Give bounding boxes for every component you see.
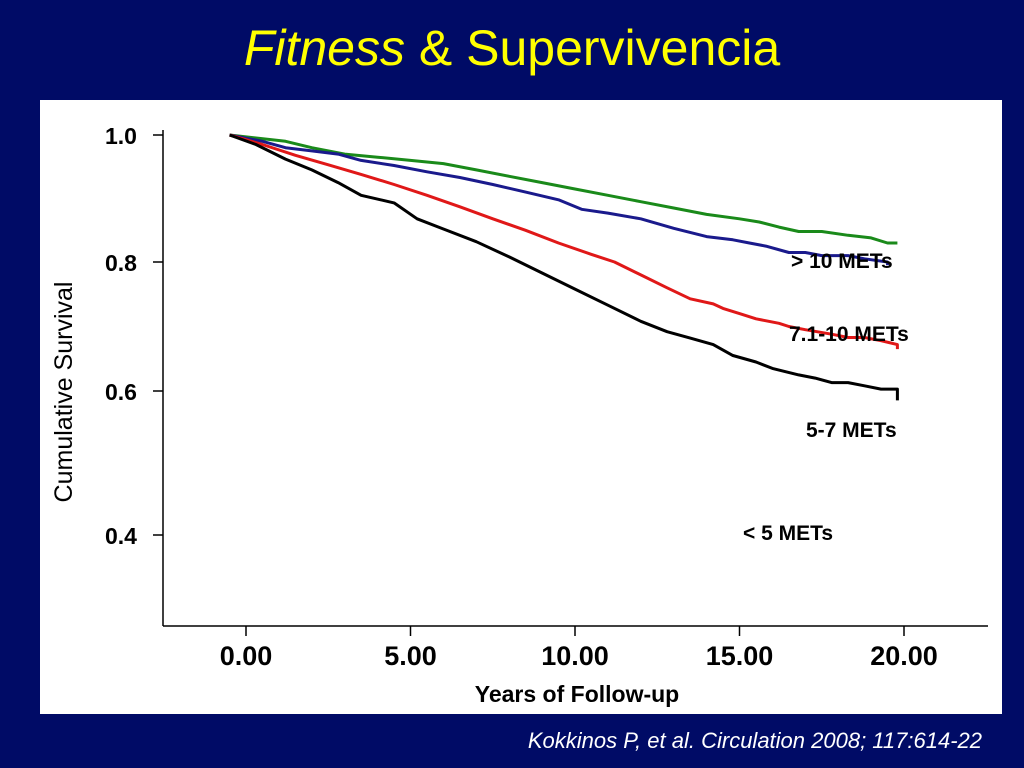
x-tick-label: 20.00 (870, 641, 938, 671)
series-line-0 (229, 133, 898, 245)
y-tick-label: 1.0 (105, 123, 137, 149)
slide-title-rest: & Supervivencia (404, 20, 781, 76)
y-axis-title: Cumulative Survival (50, 282, 78, 503)
slide-title: Fitness & Supervivencia (0, 8, 1024, 88)
y-tick-label: 0.8 (105, 250, 137, 276)
series-line-1 (229, 133, 889, 266)
series-line-3 (229, 133, 899, 401)
x-tick-label: 5.00 (384, 641, 437, 671)
x-tick-label: 0.00 (220, 641, 273, 671)
y-tick-label: 0.4 (105, 523, 137, 549)
series-label-2: 5-7 METs (806, 419, 897, 442)
series-line-2 (229, 133, 899, 350)
y-tick-label: 0.6 (105, 379, 137, 405)
series-label-0: > 10 METs (791, 250, 893, 273)
slide-title-italic: Fitness (243, 20, 405, 76)
x-axis-title: Years of Follow-up (475, 681, 679, 707)
x-tick-label: 10.00 (541, 641, 609, 671)
citation: Kokkinos P, et al. Circulation 2008; 117… (527, 728, 982, 753)
chart-panel (40, 100, 1002, 714)
x-tick-label: 15.00 (706, 641, 774, 671)
series-label-1: 7.1-10 METs (789, 323, 909, 346)
series-label-3: < 5 METs (743, 522, 833, 545)
